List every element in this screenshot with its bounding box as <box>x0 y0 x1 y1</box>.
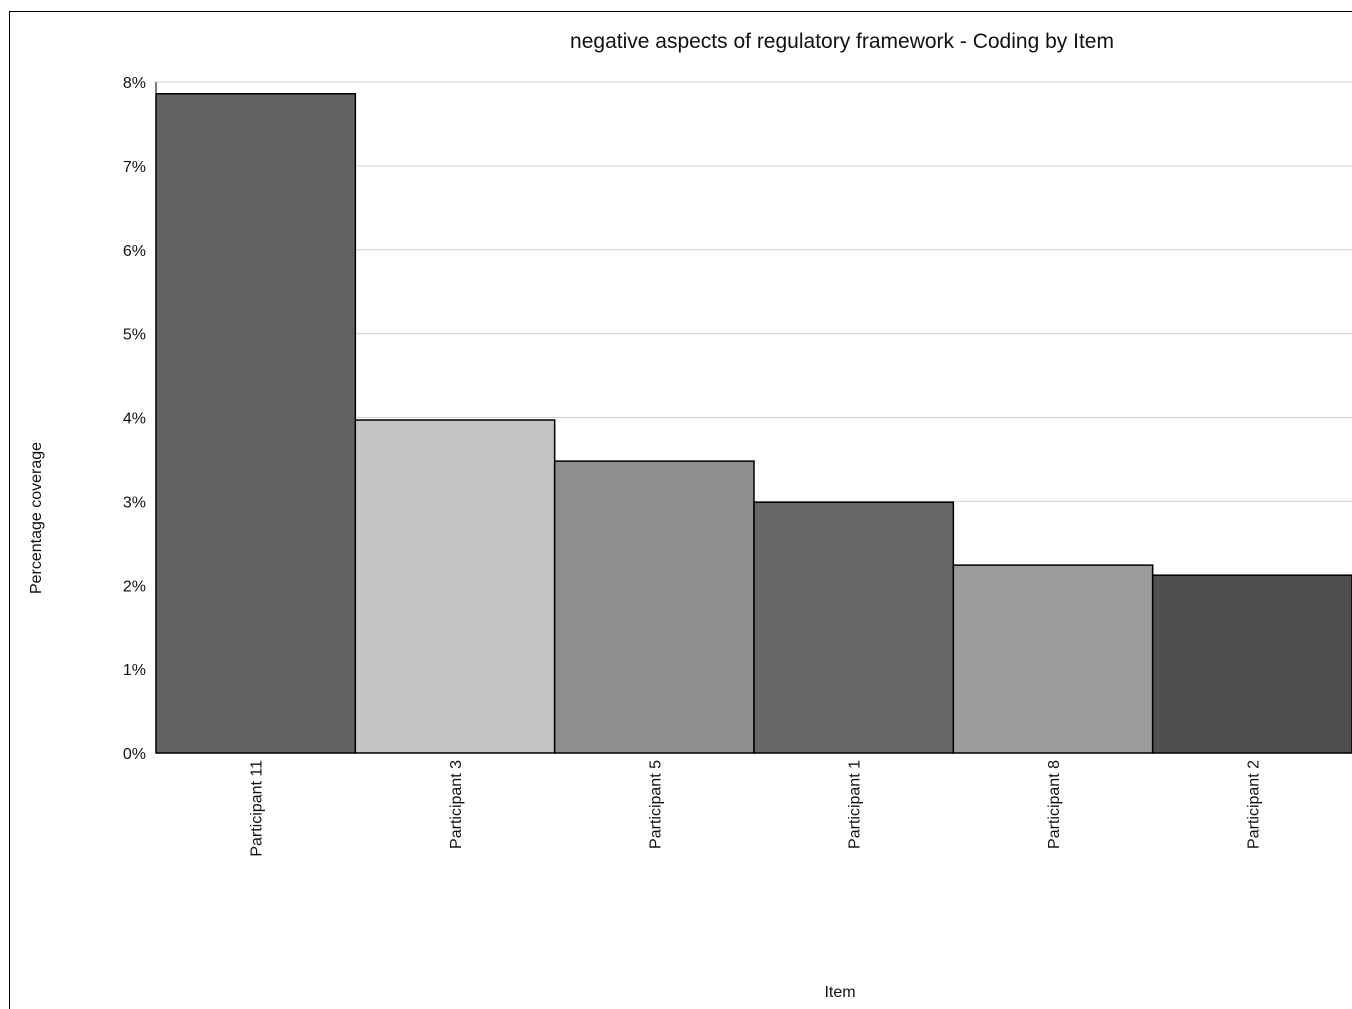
x-tick-label: Participant 3 <box>448 760 465 849</box>
y-tick-label: 4% <box>123 411 146 428</box>
bar-participant-11 <box>155 92 357 754</box>
y-tick-label: 1% <box>123 662 146 679</box>
x-tick-labels: Participant 11 Participant 3 Participant 5… <box>249 760 1263 857</box>
y-axis-title: Percentage coverage <box>28 442 45 594</box>
bar-participant-5 <box>553 460 755 754</box>
y-tick-label: 0% <box>123 746 146 763</box>
y-tick-label: 8% <box>123 75 146 92</box>
x-tick-label: Participant 11 <box>249 760 266 857</box>
chart-title: negative aspects of regulatory framework… <box>570 30 1114 53</box>
y-tick-label: 2% <box>123 578 146 595</box>
bar-participant-8 <box>952 564 1154 754</box>
bar-participant-3 <box>354 419 556 754</box>
y-tick-label: 5% <box>123 327 146 344</box>
x-axis-title: Item <box>824 984 855 1001</box>
x-tick-label: Participant 1 <box>847 760 864 849</box>
bar-participant-2 <box>1151 574 1352 754</box>
x-tick-label: Participant 2 <box>1245 760 1262 849</box>
x-tick-label: Participant 8 <box>1046 760 1063 849</box>
y-tick-label: 6% <box>123 243 146 260</box>
y-tick-label: 3% <box>123 494 146 511</box>
y-tick-label: 7% <box>123 159 146 176</box>
chart-frame <box>9 11 1352 1009</box>
x-tick-label: Participant 5 <box>647 760 664 849</box>
bar-participant-1 <box>753 501 955 754</box>
y-tick-labels: 0% 1% 2% 3% 4% 5% 6% 7% 8% <box>123 75 146 763</box>
bars <box>155 92 1352 754</box>
